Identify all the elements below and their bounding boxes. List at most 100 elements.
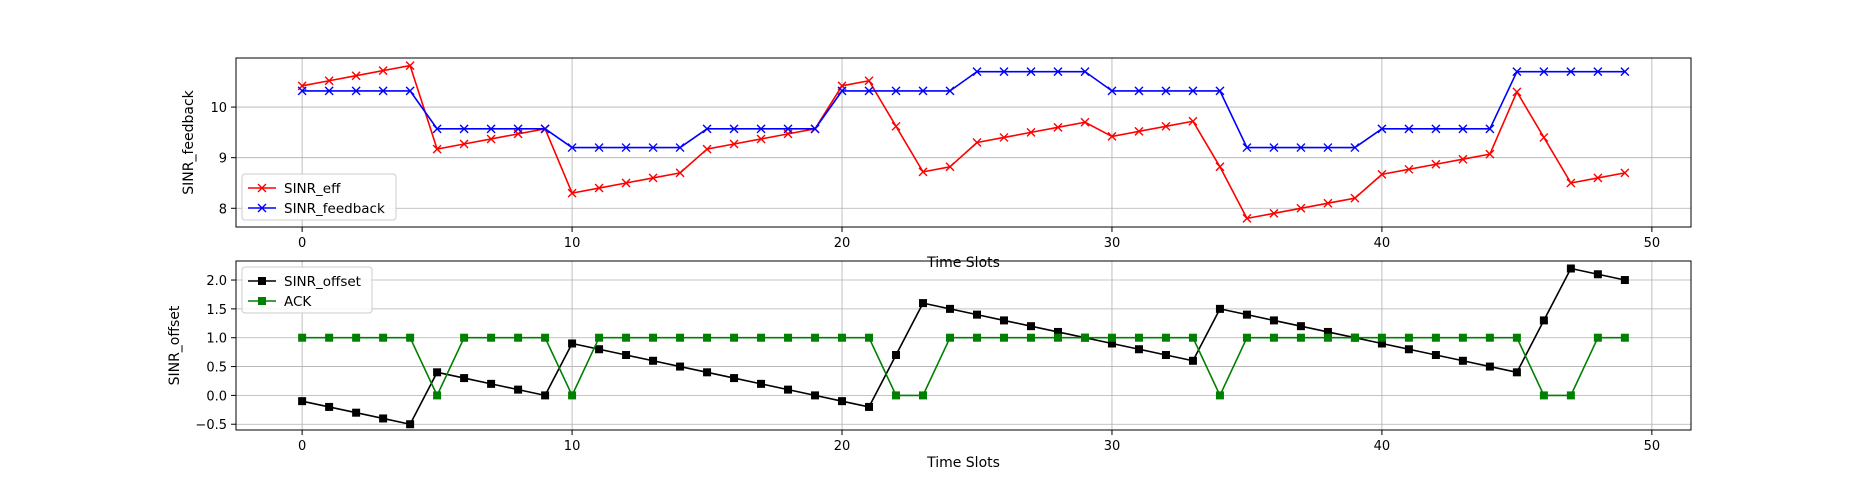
data-point [730, 333, 739, 342]
data-point [838, 397, 847, 406]
data-point [972, 138, 982, 147]
legend-marker [257, 183, 267, 193]
x-tick-label: 0 [298, 236, 306, 251]
data-point [1539, 316, 1548, 325]
data-point [514, 385, 523, 394]
x-tick-label: 50 [1644, 236, 1661, 251]
data-point [1107, 86, 1117, 96]
data-point [324, 76, 334, 86]
data-point [1458, 154, 1468, 164]
data-point [1377, 333, 1386, 342]
data-point [946, 333, 955, 342]
data-point [1215, 162, 1225, 172]
data-point [1242, 310, 1251, 319]
data-point [648, 143, 658, 153]
data-point [1242, 333, 1251, 342]
data-point [1053, 327, 1062, 336]
data-point [1296, 203, 1306, 213]
data-point [325, 402, 334, 411]
data-point [784, 333, 793, 342]
data-point [1593, 270, 1602, 279]
x-tick-label: 20 [834, 236, 851, 251]
data-point [298, 333, 307, 342]
series-sinr-eff [297, 61, 1630, 223]
data-point [864, 86, 874, 96]
data-point [622, 351, 631, 360]
data-point [567, 188, 577, 198]
bottom-chart-sinr-offset: 0 10 20 30 40 50 −0.5 0.0 0.5 1.0 1.5 2.0 Time Slots… [167, 260, 1692, 471]
data-point [702, 124, 712, 134]
series-sinr-feedback [297, 67, 1630, 153]
legend-marker [257, 203, 267, 213]
data-point [1458, 333, 1467, 342]
data-point [432, 144, 442, 154]
data-point [1539, 391, 1548, 400]
data-point [999, 132, 1009, 142]
data-point [486, 134, 496, 144]
data-point [406, 333, 415, 342]
data-point [865, 333, 874, 342]
legend-label: SINR_feedback [284, 201, 385, 217]
data-point [1188, 333, 1197, 342]
data-point [1188, 116, 1198, 126]
data-point [892, 351, 901, 360]
data-point [352, 333, 361, 342]
data-point [405, 61, 415, 71]
data-point [1431, 351, 1440, 360]
data-point [622, 333, 631, 342]
data-point [838, 333, 847, 342]
data-point [1269, 333, 1278, 342]
data-point [1458, 124, 1468, 134]
data-point [594, 183, 604, 193]
data-point [1107, 131, 1117, 141]
data-point [351, 86, 361, 96]
data-point [1620, 333, 1629, 342]
data-point [756, 124, 766, 134]
data-point [756, 134, 766, 144]
data-point [757, 379, 766, 388]
data-point [1377, 124, 1387, 134]
data-point [1323, 143, 1333, 153]
x-tick-label: 10 [564, 439, 581, 454]
data-point [1134, 345, 1143, 354]
legend-label: ACK [284, 294, 312, 310]
data-point [459, 124, 469, 134]
data-point [999, 67, 1009, 77]
data-point [351, 71, 361, 81]
data-point [487, 333, 496, 342]
data-point [757, 333, 766, 342]
data-point [433, 391, 442, 400]
data-point [945, 162, 955, 172]
data-point [702, 144, 712, 154]
data-point [297, 86, 307, 96]
data-point [1593, 173, 1603, 183]
data-point [837, 86, 847, 96]
data-point [1269, 143, 1279, 153]
legend-label: SINR_eff [284, 181, 341, 197]
data-point [378, 86, 388, 96]
data-point [1431, 124, 1441, 134]
data-point [864, 76, 874, 86]
y-tick-label: 2.0 [206, 274, 227, 289]
y-tick-label: −0.5 [195, 418, 227, 433]
data-point [649, 333, 658, 342]
data-point [1485, 333, 1494, 342]
data-point [729, 124, 739, 134]
data-point [891, 86, 901, 96]
data-point [703, 333, 712, 342]
data-point [919, 391, 928, 400]
data-point [811, 391, 820, 400]
data-point [1188, 356, 1197, 365]
data-point [460, 333, 469, 342]
data-point [324, 86, 334, 96]
data-point [568, 339, 577, 348]
data-point [1566, 391, 1575, 400]
axes-frame [235, 260, 1692, 431]
data-point [378, 66, 388, 76]
data-point [1296, 143, 1306, 153]
data-point [1296, 322, 1305, 331]
data-point [1566, 264, 1575, 273]
data-point [1107, 333, 1116, 342]
data-point [567, 143, 577, 153]
